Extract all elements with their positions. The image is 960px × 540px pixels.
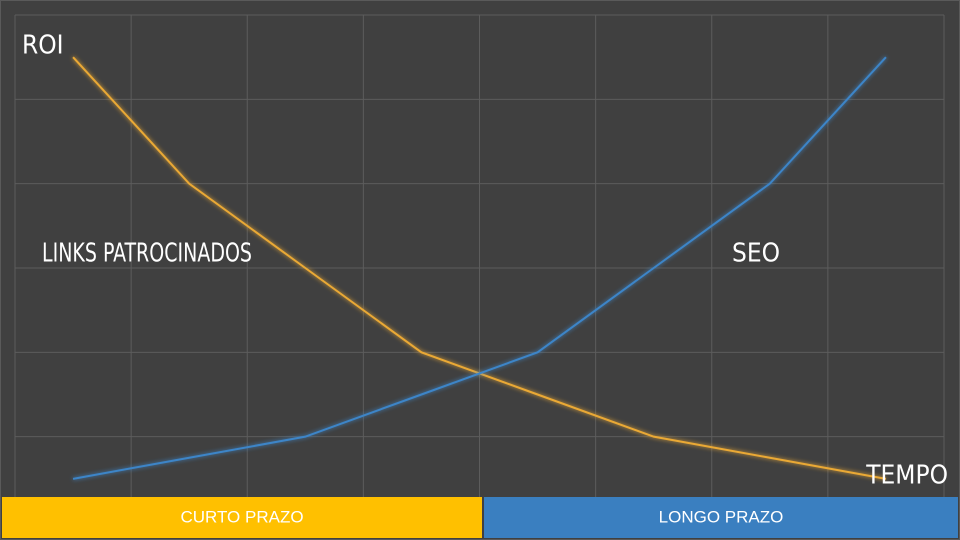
series-label: LINKS PATROCINADOS (42, 239, 252, 269)
footer-bar-right (484, 497, 958, 538)
series-label: SEO (732, 239, 780, 269)
x-axis-label: TEMPO (865, 461, 948, 491)
footer-bar-left (2, 497, 482, 538)
series-line (72, 56, 887, 480)
y-axis-label: ROI (22, 31, 64, 61)
lines (72, 56, 887, 480)
footer-label: LONGO PRAZO (659, 507, 784, 526)
grid (14, 14, 945, 497)
footer-label: CURTO PRAZO (180, 507, 303, 526)
